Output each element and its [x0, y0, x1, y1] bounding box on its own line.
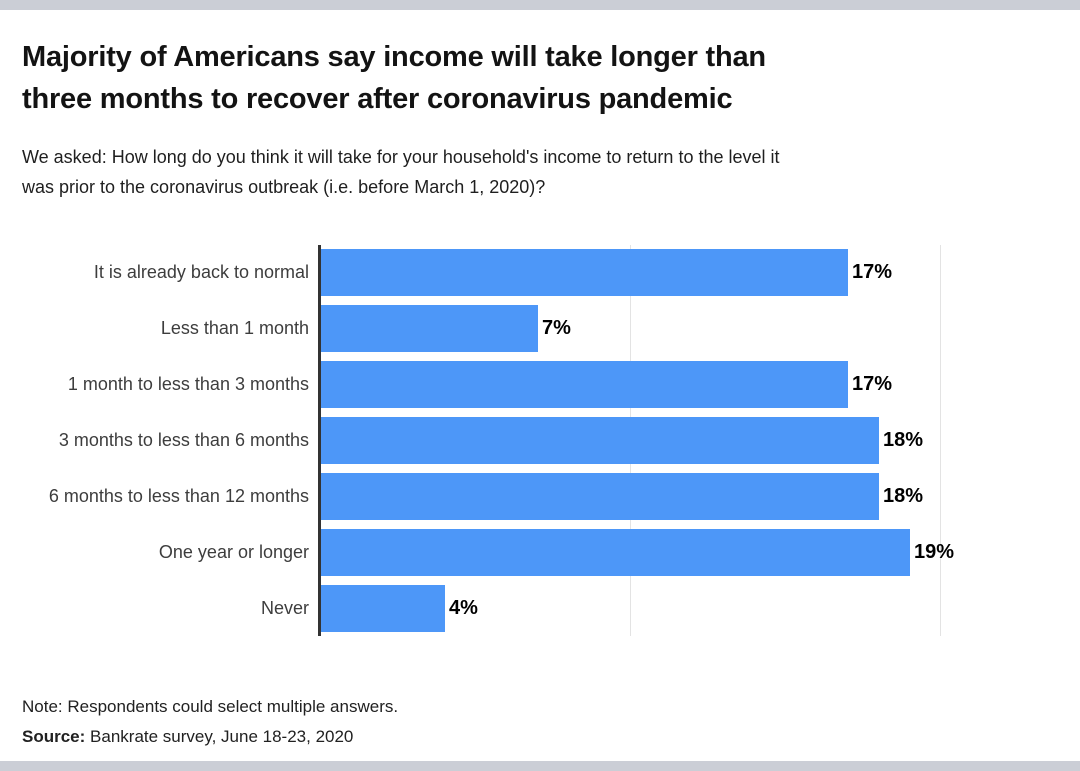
chart-row: 6 months to less than 12 months 18% — [0, 468, 1080, 524]
chart-subtitle-line1: We asked: How long do you think it will … — [22, 147, 780, 167]
y-axis-line — [318, 245, 321, 636]
value-label: 18% — [883, 429, 924, 451]
value-label: 7% — [542, 317, 571, 340]
chart-footer: Note: Respondents could select multiple … — [22, 692, 1058, 752]
bar-track: 17% — [321, 361, 1080, 409]
bar-track: 18% — [321, 417, 1080, 464]
source-text: Bankrate survey, June 18-23, 2020 — [90, 727, 354, 746]
bar-track: 18% — [321, 472, 1080, 520]
chart-title-line2: three months to recover after coronaviru… — [22, 83, 733, 115]
value-label: 19% — [914, 540, 955, 563]
chart-row: 3 months to less than 6 months 18% — [0, 413, 1080, 469]
category-label: One year or longer — [158, 541, 309, 562]
chart-row: It is already back to normal 17% — [0, 245, 1080, 301]
chart-row: Less than 1 month 7% — [0, 301, 1080, 357]
chart-subtitle: We asked: How long do you think it will … — [22, 142, 942, 202]
top-accent-strip — [0, 0, 1080, 10]
value-label: 17% — [852, 261, 893, 284]
category-label: Less than 1 month — [160, 318, 309, 339]
bar — [321, 305, 538, 353]
gridline-20pct — [940, 245, 941, 636]
bar-track: 4% — [321, 584, 1080, 632]
chart-row: 1 month to less than 3 months 17% — [0, 357, 1080, 413]
bar-track: 7% — [321, 305, 1080, 353]
bar — [321, 528, 910, 576]
chart-rows: It is already back to normal 17% Less than… — [0, 245, 1080, 636]
bottom-accent-strip — [0, 761, 1080, 771]
chart-title-line1: Majority of Americans say income will ta… — [22, 41, 766, 73]
bar-track: 19% — [321, 528, 1080, 576]
chart-subtitle-line2: was prior to the coronavirus outbreak (i… — [22, 177, 546, 197]
bar — [321, 361, 848, 409]
value-label: 18% — [883, 484, 924, 507]
bar-track: 17% — [321, 249, 1080, 297]
chart-title: Majority of Americans say income will ta… — [22, 36, 922, 120]
chart-source: Source: Bankrate survey, June 18-23, 202… — [22, 722, 1058, 752]
value-label: 4% — [449, 596, 478, 619]
chart-note: Note: Respondents could select multiple … — [22, 697, 399, 716]
bar — [321, 472, 879, 520]
chart-card: Majority of Americans say income will ta… — [0, 10, 1080, 752]
bar — [321, 417, 879, 464]
category-label: 3 months to less than 6 months — [58, 430, 309, 450]
value-label: 17% — [852, 373, 893, 396]
category-label: 1 month to less than 3 months — [67, 374, 309, 395]
bar — [321, 584, 445, 632]
bar — [321, 249, 848, 297]
category-label: It is already back to normal — [93, 262, 309, 283]
chart-row: One year or longer 19% — [0, 524, 1080, 580]
bar-chart: It is already back to normal 17% Less than… — [0, 245, 1080, 636]
category-label: Never — [260, 597, 309, 618]
chart-row: Never 4% — [0, 580, 1080, 636]
category-label: 6 months to less than 12 months — [48, 485, 309, 506]
source-label: Source: — [22, 727, 86, 746]
